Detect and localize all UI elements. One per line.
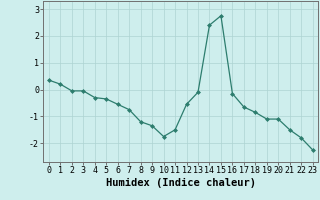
X-axis label: Humidex (Indice chaleur): Humidex (Indice chaleur)	[106, 178, 256, 188]
